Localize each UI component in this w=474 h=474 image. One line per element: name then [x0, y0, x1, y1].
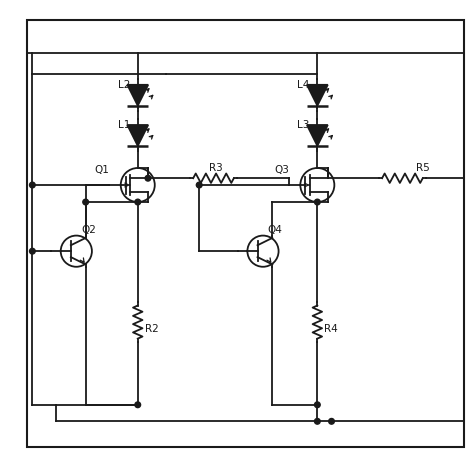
Text: Q1: Q1: [95, 165, 109, 175]
Circle shape: [135, 199, 141, 205]
Text: L4: L4: [298, 80, 310, 90]
Circle shape: [145, 175, 151, 181]
Circle shape: [135, 402, 141, 408]
Polygon shape: [128, 125, 148, 146]
Text: L2: L2: [118, 80, 130, 90]
Circle shape: [29, 182, 35, 188]
Polygon shape: [307, 125, 328, 146]
Circle shape: [29, 248, 35, 254]
Polygon shape: [307, 85, 328, 106]
Circle shape: [196, 182, 202, 188]
Circle shape: [83, 199, 89, 205]
Circle shape: [315, 199, 320, 205]
Text: Q3: Q3: [274, 165, 289, 175]
Text: R5: R5: [416, 163, 429, 173]
Text: R4: R4: [324, 324, 338, 334]
Text: Q4: Q4: [268, 225, 283, 235]
Text: L1: L1: [118, 120, 130, 130]
Circle shape: [315, 419, 320, 424]
Circle shape: [315, 402, 320, 408]
Circle shape: [328, 419, 334, 424]
Polygon shape: [128, 85, 148, 106]
Text: R2: R2: [145, 324, 159, 334]
Text: L3: L3: [298, 120, 310, 130]
Text: R3: R3: [209, 163, 222, 173]
Text: Q2: Q2: [81, 225, 96, 235]
